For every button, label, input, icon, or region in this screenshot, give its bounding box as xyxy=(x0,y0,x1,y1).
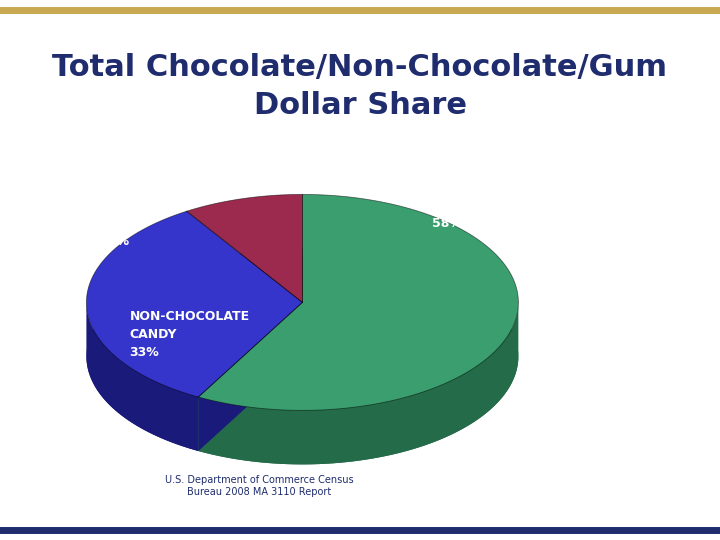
Text: Dollar Share: Dollar Share xyxy=(253,91,467,120)
Polygon shape xyxy=(186,248,302,356)
Polygon shape xyxy=(186,194,302,302)
Polygon shape xyxy=(198,302,302,451)
Polygon shape xyxy=(198,302,302,451)
Text: U.S. Department of Commerce Census
Bureau 2008 MA 3110 Report: U.S. Department of Commerce Census Burea… xyxy=(165,475,354,497)
Text: GUM
9%: GUM 9% xyxy=(108,217,140,248)
Text: NON-CHOCOLATE
CANDY
33%: NON-CHOCOLATE CANDY 33% xyxy=(130,310,250,359)
Text: Total Chocolate/Non-Chocolate/Gum: Total Chocolate/Non-Chocolate/Gum xyxy=(53,53,667,82)
Polygon shape xyxy=(86,265,302,451)
Polygon shape xyxy=(198,248,518,464)
Polygon shape xyxy=(198,194,518,410)
Polygon shape xyxy=(198,305,518,464)
Text: CHOCOLATE
CANDY
58%: CHOCOLATE CANDY 58% xyxy=(432,181,516,230)
Polygon shape xyxy=(86,303,198,451)
Polygon shape xyxy=(86,211,302,397)
